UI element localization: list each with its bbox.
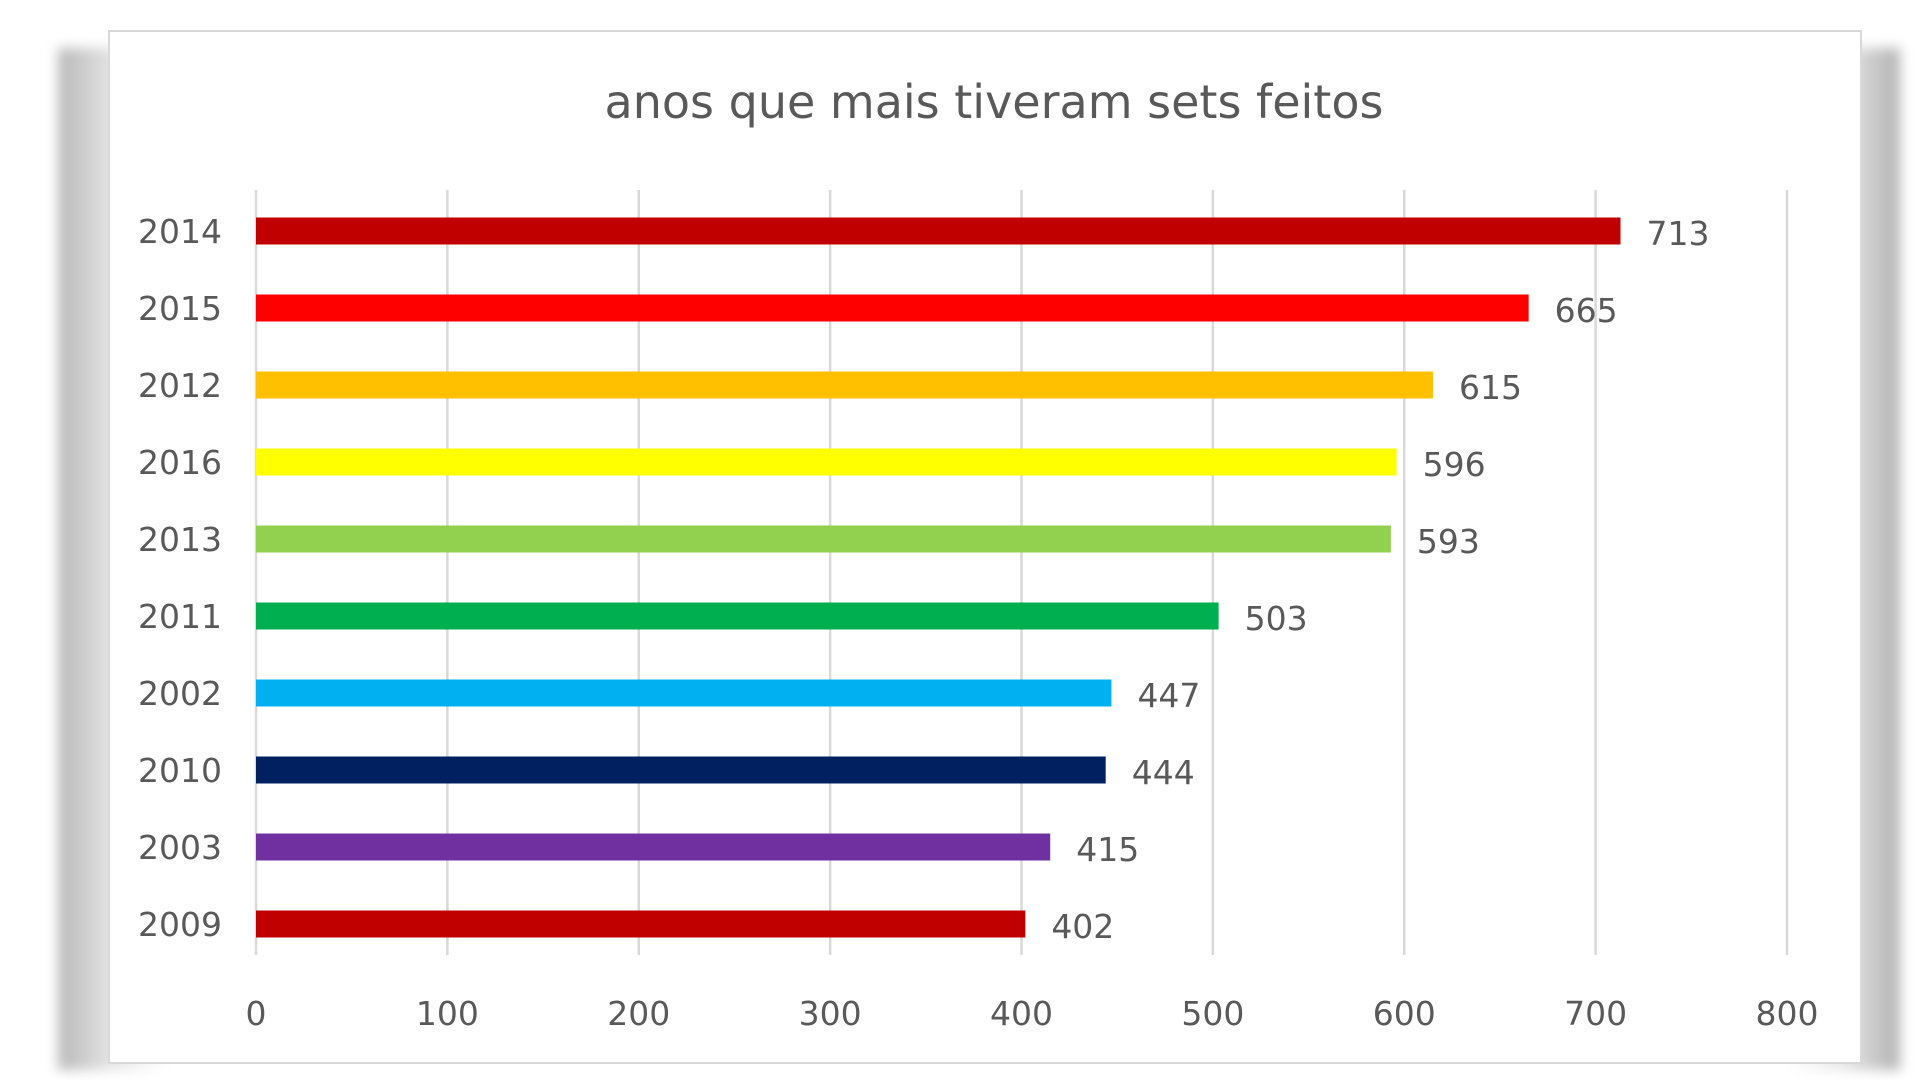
bar-2011 bbox=[256, 602, 1219, 630]
category-label: 2011 bbox=[138, 597, 222, 636]
data-label: 593 bbox=[1417, 522, 1480, 561]
data-label: 402 bbox=[1051, 907, 1114, 946]
bar-2009 bbox=[256, 910, 1026, 938]
data-label: 665 bbox=[1555, 291, 1618, 330]
data-label: 503 bbox=[1245, 599, 1308, 638]
data-label: 444 bbox=[1132, 753, 1195, 792]
bar-2015 bbox=[256, 294, 1529, 322]
data-label: 415 bbox=[1076, 830, 1139, 869]
category-label: 2010 bbox=[138, 751, 222, 790]
bar-2016 bbox=[256, 448, 1397, 476]
category-labels: 2014 2015 2012 2016 2013 2011 2002 2010 2003 2009 bbox=[138, 212, 222, 944]
bar-2012 bbox=[256, 371, 1433, 399]
category-label: 2014 bbox=[138, 212, 222, 251]
x-tick-label: 200 bbox=[607, 994, 670, 1033]
bar-2002 bbox=[256, 679, 1112, 707]
data-label: 615 bbox=[1459, 368, 1522, 407]
category-label: 2009 bbox=[138, 905, 222, 944]
bar-2014 bbox=[256, 217, 1621, 245]
category-label: 2012 bbox=[138, 366, 222, 405]
category-label: 2013 bbox=[138, 520, 222, 559]
bars bbox=[256, 217, 1621, 938]
x-tick-label: 800 bbox=[1756, 994, 1819, 1033]
bar-2010 bbox=[256, 756, 1106, 784]
category-label: 2002 bbox=[138, 674, 222, 713]
category-label: 2015 bbox=[138, 289, 222, 328]
x-tick-labels: 0 100 200 300 400 500 600 700 800 bbox=[246, 994, 1819, 1033]
bar-2013 bbox=[256, 525, 1391, 553]
bar-2003 bbox=[256, 833, 1051, 861]
x-tick-label: 300 bbox=[799, 994, 862, 1033]
category-label: 2016 bbox=[138, 443, 222, 482]
x-tick-label: 500 bbox=[1181, 994, 1244, 1033]
x-tick-label: 700 bbox=[1564, 994, 1627, 1033]
category-label: 2003 bbox=[138, 828, 222, 867]
x-tick-label: 100 bbox=[416, 994, 479, 1033]
data-label: 713 bbox=[1647, 214, 1710, 253]
x-tick-label: 600 bbox=[1373, 994, 1436, 1033]
chart-title: anos que mais tiveram sets feitos bbox=[605, 75, 1384, 129]
x-tick-label: 0 bbox=[246, 994, 267, 1033]
data-labels: 713 665 615 596 593 503 447 444 415 402 bbox=[1051, 214, 1709, 946]
data-label: 596 bbox=[1423, 445, 1486, 484]
x-tick-label: 400 bbox=[990, 994, 1053, 1033]
data-label: 447 bbox=[1137, 676, 1200, 715]
